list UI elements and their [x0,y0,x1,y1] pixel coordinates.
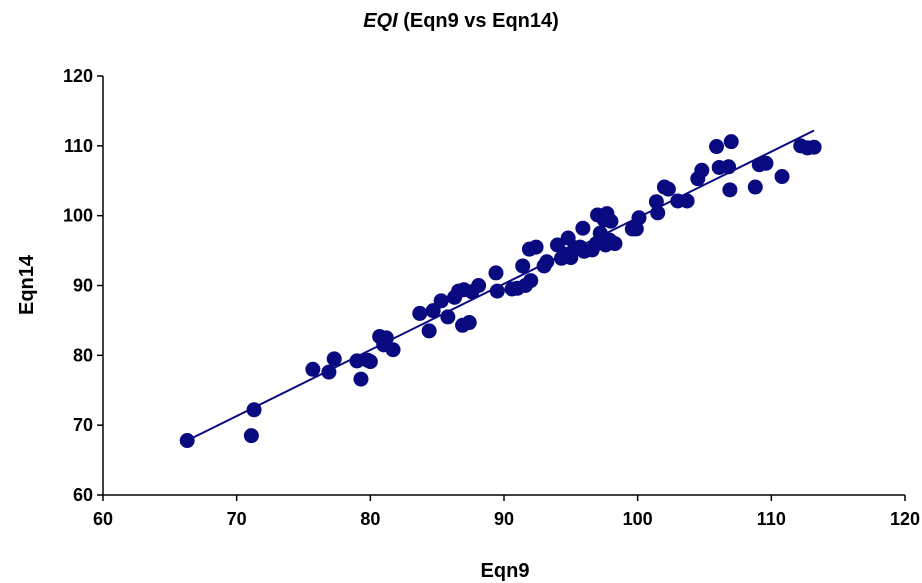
data-point [631,210,647,226]
data-point [421,323,437,339]
data-point [758,155,774,171]
data-point [305,361,321,377]
x-tick-label: 70 [227,509,247,529]
data-point [679,193,695,209]
y-axis-title: Eqn14 [16,254,38,315]
data-point [489,283,505,299]
data-point [628,221,644,237]
y-tick-label: 60 [73,485,93,505]
data-point [326,351,342,367]
x-tick-label: 100 [623,509,653,529]
data-point [650,205,666,221]
data-point [362,354,378,370]
chart-title-rest: (Eqn9 vs Eqn14) [398,10,559,32]
data-point [179,433,195,449]
data-point [488,265,504,281]
data-point [412,305,428,321]
data-point [353,371,369,387]
data-point [515,258,531,274]
y-axis-ticks: 60 70 80 90 100 110 120 [63,66,103,505]
data-point [243,428,259,444]
data-point [539,254,555,270]
y-tick-label: 120 [63,66,93,86]
data-point [523,273,539,289]
y-tick-label: 90 [73,276,93,296]
data-points [179,134,822,449]
data-point [471,278,487,293]
y-tick-label: 70 [73,415,93,435]
data-point [806,139,822,155]
data-point [575,220,591,236]
x-tick-label: 60 [93,509,113,529]
data-point [648,194,664,210]
x-axis-title: Eqn9 [481,560,530,582]
data-point [349,353,365,369]
data-point [321,364,337,380]
y-tick-label: 80 [73,345,93,365]
data-point [385,342,401,358]
data-point [723,134,739,150]
data-point [747,179,763,195]
data-point [660,181,676,197]
x-axis-ticks: 60 70 80 90 100 110 120 [93,495,920,529]
chart-title-italic: EQI [363,10,398,32]
y-tick-label: 110 [64,136,93,156]
data-point [603,213,619,229]
x-tick-label: 90 [494,509,514,529]
plot-area: 60 70 80 90 100 110 120 60 70 80 90 100 110 120 [63,66,920,529]
data-point [694,162,710,178]
data-point [528,239,544,255]
data-point [433,293,449,309]
data-point [722,182,738,198]
data-point [774,169,790,185]
data-point [607,236,623,252]
data-point [461,315,477,331]
x-tick-label: 120 [890,509,920,529]
data-point [709,139,725,155]
data-point [440,309,456,325]
chart-title: EQI (Eqn9 vs Eqn14) [363,10,559,32]
data-point [721,159,737,175]
x-tick-label: 110 [757,509,786,529]
data-point [246,402,262,418]
y-tick-label: 100 [63,206,93,226]
x-tick-label: 80 [360,509,380,529]
